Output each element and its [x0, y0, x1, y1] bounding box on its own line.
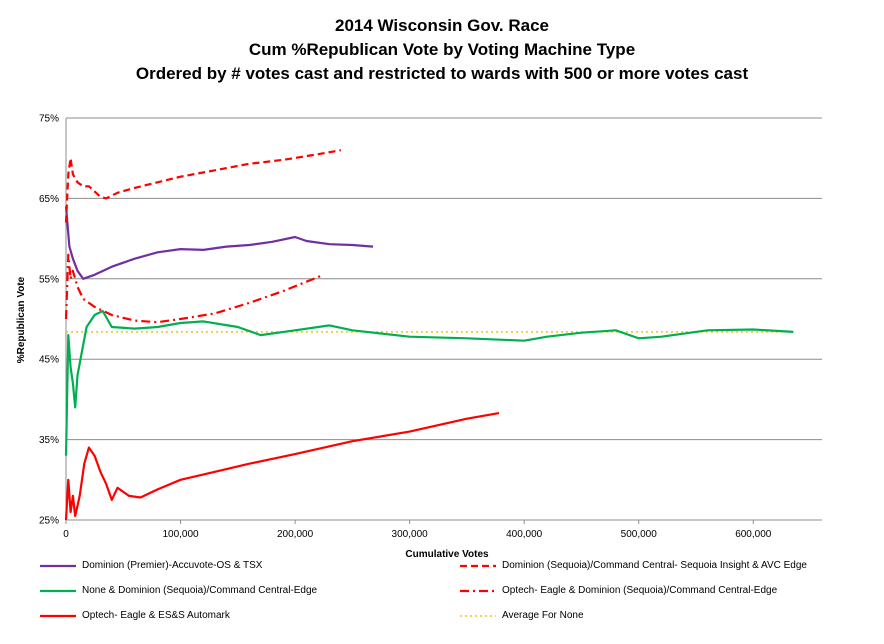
legend-label: Dominion (Sequoia)/Command Central- Sequ… [502, 560, 807, 571]
series-line-4 [66, 413, 499, 520]
legend-label: Optech- Eagle & Dominion (Sequoia)/Comma… [502, 585, 777, 596]
legend-swatch [40, 586, 76, 596]
series-line-3 [66, 255, 324, 323]
legend-label: None & Dominion (Sequoia)/Command Centra… [82, 585, 317, 596]
series-lines [66, 150, 793, 520]
legend-item-2: None & Dominion (Sequoia)/Command Centra… [40, 585, 317, 596]
x-tick-label: 400,000 [506, 529, 543, 540]
legend-label: Optech- Eagle & ES&S Automark [82, 610, 230, 621]
x-tick-label: 600,000 [735, 529, 772, 540]
x-tick-label: 100,000 [162, 529, 199, 540]
legend-swatch [460, 561, 496, 571]
series-line-1 [66, 150, 341, 222]
x-tick-label: 0 [63, 529, 69, 540]
chart-legend: Dominion (Premier)-Accuvote-OS & TSX Domi… [40, 560, 880, 640]
x-axis-title: Cumulative Votes [405, 549, 489, 560]
legend-swatch [40, 611, 76, 621]
series-line-0 [66, 206, 373, 278]
legend-label: Average For None [502, 610, 584, 621]
line-chart: 25% 35% 45% 55% 65% 75% 0 100,000 200,000 300,000… [0, 0, 884, 560]
legend-swatch [40, 561, 76, 571]
y-tick-label: 65% [39, 194, 59, 205]
legend-label: Dominion (Premier)-Accuvote-OS & TSX [82, 560, 262, 571]
x-tick-label: 300,000 [392, 529, 429, 540]
y-tick-label: 25% [39, 516, 59, 527]
legend-item-5: Average For None [460, 610, 584, 621]
legend-item-1: Dominion (Sequoia)/Command Central- Sequ… [460, 560, 807, 571]
y-axis-title: %Republican Vote [16, 276, 27, 363]
legend-swatch [460, 611, 496, 621]
y-tick-label: 45% [39, 355, 59, 366]
x-tick-label: 200,000 [277, 529, 314, 540]
legend-item-0: Dominion (Premier)-Accuvote-OS & TSX [40, 560, 262, 571]
y-tick-label: 35% [39, 435, 59, 446]
legend-item-4: Optech- Eagle & ES&S Automark [40, 610, 230, 621]
legend-item-3: Optech- Eagle & Dominion (Sequoia)/Comma… [460, 585, 777, 596]
x-tick-label: 500,000 [621, 529, 658, 540]
y-tick-label: 55% [39, 274, 59, 285]
legend-swatch [460, 586, 496, 596]
y-tick-label: 75% [39, 114, 59, 125]
series-line-2 [66, 311, 793, 456]
